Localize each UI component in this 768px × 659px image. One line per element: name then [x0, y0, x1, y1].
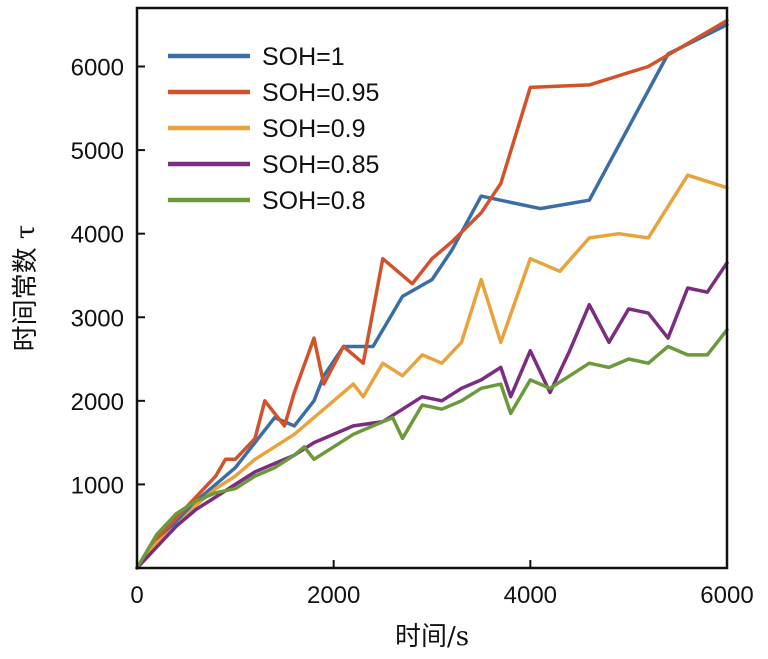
series-line-4 — [135, 261, 729, 570]
x-axis-title: 时间/s — [395, 622, 469, 652]
legend: SOH=1 SOH=0.95 SOH=0.9 SOH=0.85 SOH=0.8 — [168, 43, 379, 215]
x-tick-label: 4000 — [504, 582, 557, 609]
y-tick-label: 2000 — [71, 389, 124, 416]
y-tick-label: 4000 — [71, 222, 124, 249]
axis-ticks: 0 2000 4000 6000 1000 2000 3000 4000 5000 6000 — [71, 55, 754, 609]
x-tick-label: 6000 — [700, 582, 753, 609]
x-tick-label: 2000 — [307, 582, 360, 609]
plot-frame — [135, 6, 729, 570]
y-axis-title: 时间常数 τ — [11, 225, 41, 352]
y-tick-label: 1000 — [71, 472, 124, 499]
series-line-5 — [135, 328, 729, 570]
y-tick-label: 6000 — [71, 55, 124, 82]
plot-border — [135, 6, 729, 570]
x-tick-label: 0 — [130, 582, 143, 609]
legend-label-2: SOH=0.95 — [262, 79, 379, 107]
legend-label-3: SOH=0.9 — [262, 115, 366, 143]
series-layer — [135, 18, 729, 570]
y-tick-label: 5000 — [71, 138, 124, 165]
legend-label-1: SOH=1 — [262, 43, 345, 71]
series-line-1 — [135, 22, 729, 570]
legend-label-4: SOH=0.85 — [262, 151, 379, 179]
y-tick-label: 3000 — [71, 305, 124, 332]
series-line-2 — [135, 18, 729, 570]
legend-label-5: SOH=0.8 — [262, 187, 366, 215]
series-line-3 — [135, 173, 729, 570]
